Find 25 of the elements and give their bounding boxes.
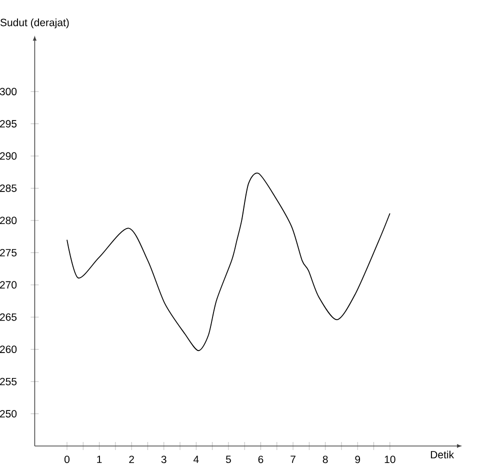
y-tick-label: 265 [0,313,17,321]
y-tick-label: 285 [0,184,17,192]
y-tick-label: 275 [0,248,17,256]
x-tick-label: 6 [258,456,264,464]
x-axis-title: Detik [430,450,454,458]
y-tick-label: 270 [0,281,17,289]
y-axis-title: Sudut (derajat) [0,18,69,28]
x-tick-label: 4 [193,456,199,463]
x-tick-label: 2 [129,456,134,464]
y-tick-label: 300 [0,88,17,96]
y-tick-label: 290 [0,152,17,160]
x-tick-label: 7 [290,456,296,463]
x-tick-label: 9 [355,456,360,464]
y-tick-label: 250 [0,410,17,418]
y-tick-label: 280 [0,216,17,224]
line-series [66,172,390,352]
x-tick-label: 8 [322,456,328,464]
y-tick-label: 260 [0,346,17,354]
x-tick-label: 3 [161,456,166,464]
x-tick-label: 0 [64,456,70,464]
x-tick-label: 10 [384,456,396,464]
x-tick-label: 1 [97,456,102,463]
x-tick-label: 5 [226,456,231,464]
y-tick-label: 255 [0,378,17,386]
y-tick-label: 295 [0,120,17,128]
